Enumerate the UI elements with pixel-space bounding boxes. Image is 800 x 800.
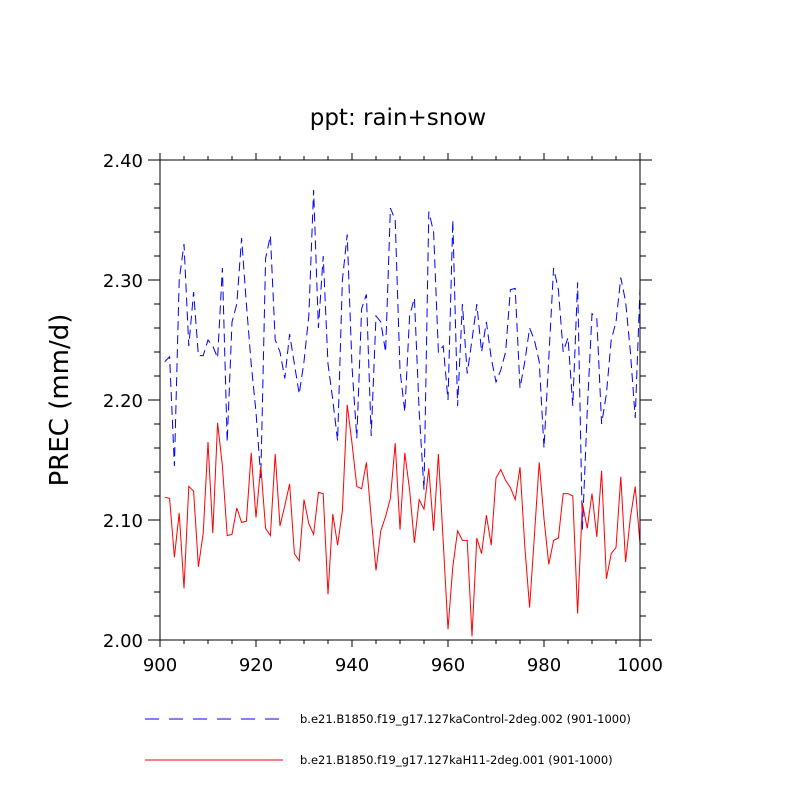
legend-label-2: b.e21.B1850.f19_g17.127kaH11-2deg.001 (9… [300,753,613,767]
y-tick-label: 2.00 [103,631,143,652]
x-tick-label: 940 [335,655,369,676]
legend-label-1: b.e21.B1850.f19_g17.127kaControl-2deg.00… [300,712,631,726]
x-tick-label: 960 [431,655,465,676]
series-line-2 [164,404,640,637]
y-tick-label: 2.20 [103,391,143,412]
y-tick-label: 2.40 [103,151,143,172]
series-line-1 [164,189,640,530]
axes: 900 920 940 960 980 1000 2.00 2.10 2.20 2.30 2.40 [103,151,663,676]
x-tick-label: 900 [143,655,177,676]
x-tick-label: 1000 [617,655,663,676]
y-tick-label: 2.10 [103,511,143,532]
y-tick-label: 2.30 [103,271,143,292]
y-axis-label: PREC (mm/d) [45,314,75,487]
plot-area [164,189,640,637]
plot-frame [159,159,641,641]
legend: b.e21.B1850.f19_g17.127kaControl-2deg.00… [145,712,631,767]
chart-title: ppt: rain+snow [310,105,487,131]
x-tick-label: 920 [239,655,273,676]
x-tick-label: 980 [527,655,561,676]
